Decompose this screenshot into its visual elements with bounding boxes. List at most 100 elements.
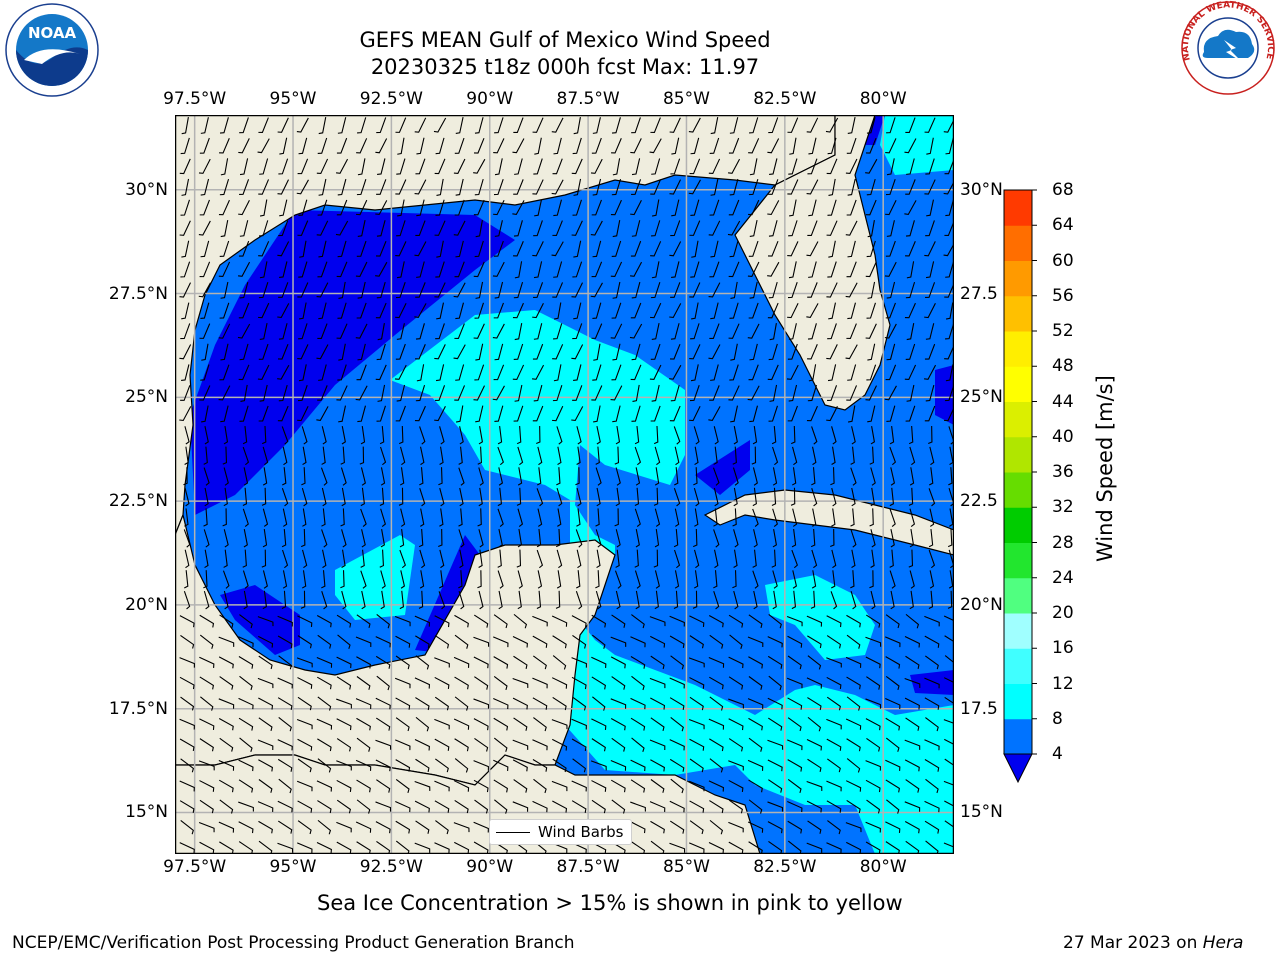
wind-barb xyxy=(318,302,327,320)
wind-barb xyxy=(924,343,936,360)
wind-barb xyxy=(200,364,210,381)
wind-barb xyxy=(767,636,783,648)
wind-barb xyxy=(434,800,450,813)
wind-barb xyxy=(826,676,842,689)
wind-barb xyxy=(238,302,250,319)
wind-barb xyxy=(297,677,313,689)
wind-barb xyxy=(846,261,857,278)
wind-barb xyxy=(336,614,352,628)
wind-barb xyxy=(257,801,274,812)
wind-barb xyxy=(572,758,587,773)
wind-barb xyxy=(885,656,901,669)
wind-barb xyxy=(712,467,720,486)
wind-barb xyxy=(218,385,231,401)
wind-barb xyxy=(747,261,760,277)
wind-barb xyxy=(337,634,351,650)
colorbar-segment xyxy=(1004,436,1032,473)
wind-barb xyxy=(595,529,602,548)
wind-barb xyxy=(924,739,940,751)
wind-barb xyxy=(847,240,856,258)
wind-barb xyxy=(905,179,916,195)
wind-barb xyxy=(551,842,568,854)
wind-barb xyxy=(199,799,214,814)
wind-barb xyxy=(610,199,622,216)
wind-barb xyxy=(242,487,248,507)
wind-barb xyxy=(670,655,685,670)
wind-barb xyxy=(204,549,209,569)
wind-barb xyxy=(281,426,289,445)
wind-barb xyxy=(514,323,523,341)
wind-barb xyxy=(944,738,954,745)
wind-barb xyxy=(498,529,503,548)
wind-barb xyxy=(477,446,482,465)
wind-barb xyxy=(458,446,463,465)
wind-barb xyxy=(277,179,290,195)
wind-barb xyxy=(769,158,778,176)
wind-barb xyxy=(885,614,900,629)
wind-barb xyxy=(356,240,367,257)
wind-barb xyxy=(360,487,365,507)
wind-barb xyxy=(885,199,897,216)
wind-barb xyxy=(454,758,469,773)
wind-barb xyxy=(768,614,782,629)
wind-barb xyxy=(748,779,763,793)
wind-barb xyxy=(654,570,660,589)
wind-barb xyxy=(944,696,954,705)
wind-barb xyxy=(850,508,855,527)
wind-barb xyxy=(865,385,878,401)
wind-barb xyxy=(728,261,740,278)
wind-barb xyxy=(200,302,210,320)
wind-barb xyxy=(321,529,328,548)
wind-barb xyxy=(612,281,621,299)
wind-barb xyxy=(277,343,289,360)
wind-barb xyxy=(552,758,567,773)
wind-barb xyxy=(395,282,406,299)
wind-barb xyxy=(336,323,348,339)
wind-barb xyxy=(806,405,818,422)
colorbar-segment xyxy=(1004,260,1032,297)
wind-barb xyxy=(435,137,445,155)
wind-barb xyxy=(375,138,388,154)
colorbar-tick-label: 12 xyxy=(1052,673,1074,694)
wind-barb xyxy=(947,590,953,609)
wind-barb xyxy=(223,529,229,548)
wind-barb xyxy=(651,384,660,402)
footer-machine: Hera xyxy=(1202,933,1244,953)
wind-barb xyxy=(673,528,679,548)
wind-barb xyxy=(336,137,348,154)
wind-barb xyxy=(612,220,621,238)
wind-barb xyxy=(201,343,209,361)
wind-barb xyxy=(943,780,954,786)
wind-barb xyxy=(749,220,758,238)
wind-barb xyxy=(573,117,581,135)
wind-barb xyxy=(454,137,465,154)
wind-barb xyxy=(885,364,897,381)
wind-barb xyxy=(571,406,584,422)
wind-barb xyxy=(767,801,784,812)
wind-barb xyxy=(222,508,227,527)
wind-barb xyxy=(749,158,758,176)
wind-barb xyxy=(846,614,861,628)
wind-barb xyxy=(199,656,215,669)
wind-barb xyxy=(218,821,235,833)
wind-barb xyxy=(768,220,778,237)
wind-barb xyxy=(277,758,293,772)
wind-barb xyxy=(630,717,646,731)
wind-barb xyxy=(728,656,744,669)
wind-barb xyxy=(909,570,915,589)
wind-barb xyxy=(184,446,189,465)
wind-barb xyxy=(709,323,720,340)
wind-barb xyxy=(536,590,542,610)
colorbar-tick-label: 36 xyxy=(1052,462,1074,482)
wind-barb xyxy=(239,220,249,237)
wind-barb xyxy=(573,178,582,196)
wind-barb xyxy=(650,241,662,257)
wind-barb xyxy=(787,820,803,834)
wind-barb xyxy=(375,364,387,381)
wind-barb xyxy=(494,343,504,361)
wind-barb xyxy=(298,364,307,382)
wind-barb xyxy=(669,179,682,195)
wind-barb xyxy=(179,842,195,854)
wind-barb xyxy=(753,590,758,610)
wind-barb xyxy=(517,446,524,466)
